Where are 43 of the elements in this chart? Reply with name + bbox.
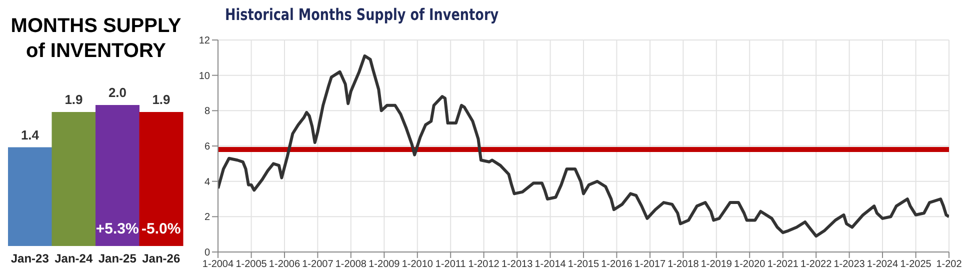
x-tick-label: 1-2020 — [734, 259, 766, 270]
x-tick-label: 1-2017 — [634, 259, 666, 270]
x-tick-label: 1-2015 — [568, 259, 600, 270]
chart-title: Historical Months Supply of Inventory — [225, 5, 499, 24]
x-tick-label: 1-2008 — [335, 259, 367, 270]
x-tick-label: 1-2011 — [435, 259, 466, 270]
x-tick-label: Jan-26 — [142, 252, 180, 266]
x-tick-label: 1-2007 — [302, 259, 334, 270]
y-tick-label: 6 — [204, 142, 210, 153]
annotation: +5.3% — [96, 220, 139, 238]
x-tick-label: 1-2005 — [236, 259, 268, 270]
x-tick-label: 1-2022 — [800, 259, 832, 270]
x-tick-label: 1-2019 — [700, 259, 732, 270]
x-tick-label: 1-2012 — [468, 259, 500, 270]
data-label: 1.9 — [152, 92, 170, 108]
x-tick-label: 1-202 — [936, 259, 962, 270]
annotation: -5.0% — [142, 220, 181, 238]
data-label: 1.9 — [64, 92, 83, 108]
x-tick-label: 1-2013 — [502, 259, 534, 270]
x-tick-label: 1-2006 — [268, 259, 300, 270]
y-tick-label: 12 — [198, 36, 210, 47]
x-tick-label: 1-2021 — [767, 259, 799, 270]
x-tick-label: 1-2004 — [202, 259, 234, 270]
data-label: 2.0 — [108, 85, 127, 100]
y-tick-label: 8 — [204, 106, 210, 118]
x-tick-label: Jan-24 — [54, 252, 93, 266]
x-tick-label: 1-2024 — [866, 259, 899, 270]
x-tick-label: Jan-23 — [10, 252, 50, 266]
y-tick-label: 10 — [198, 70, 210, 82]
x-tick-label: 1-2025 — [900, 259, 932, 270]
data-label: 1.4 — [20, 127, 40, 142]
x-tick-label: 1-2009 — [368, 259, 400, 270]
x-tick-label: Jan-25 — [98, 252, 137, 266]
line-series — [218, 54, 949, 238]
y-tick-label: 4 — [204, 176, 210, 188]
x-tick-label: 1-2023 — [834, 259, 866, 270]
y-tick-label: 0 — [204, 248, 210, 259]
x-tick-label: 1-2016 — [601, 259, 633, 270]
chart-title: MONTHS SUPPLY of INVENTORY — [10, 14, 182, 64]
x-tick-label: 1-2010 — [402, 259, 434, 270]
x-tick-label: 1-2018 — [668, 259, 700, 270]
y-tick-label: 2 — [204, 212, 210, 224]
x-tick-label: 1-2014 — [534, 259, 566, 270]
